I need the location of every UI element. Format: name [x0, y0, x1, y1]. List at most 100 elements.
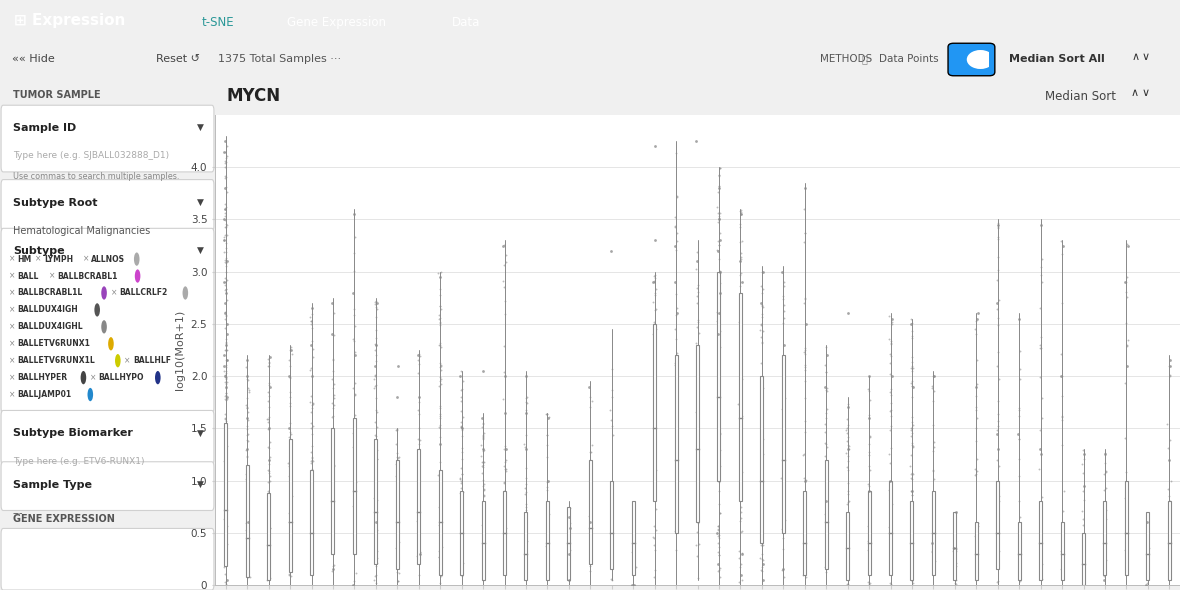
- Point: [260, 378, 278, 388]
- Point: [752, 301, 771, 310]
- Point: [709, 217, 728, 227]
- Point: [496, 441, 514, 450]
- Point: [538, 540, 557, 550]
- Point: [860, 432, 879, 441]
- Point: [732, 209, 750, 219]
- Point: [387, 568, 406, 577]
- Point: [260, 548, 278, 557]
- Point: [345, 384, 363, 393]
- Point: [709, 183, 728, 193]
- Point: [217, 521, 236, 530]
- Point: [1117, 273, 1136, 282]
- Point: [794, 570, 813, 579]
- Point: [880, 450, 899, 459]
- Point: [903, 331, 922, 340]
- Point: [280, 570, 299, 579]
- Point: [323, 366, 342, 376]
- Point: [645, 306, 664, 315]
- Point: [774, 354, 793, 363]
- Point: [346, 410, 365, 419]
- Point: [260, 381, 278, 390]
- Point: [644, 377, 663, 386]
- Point: [258, 488, 277, 497]
- Point: [323, 456, 342, 466]
- Point: [1159, 361, 1178, 371]
- Point: [217, 296, 236, 305]
- Point: [367, 380, 386, 389]
- FancyBboxPatch shape: [1, 529, 214, 590]
- Point: [215, 361, 234, 371]
- Point: [281, 474, 300, 484]
- Point: [730, 440, 749, 449]
- Point: [988, 299, 1007, 308]
- Point: [1159, 443, 1178, 453]
- Point: [216, 280, 235, 289]
- Point: [815, 510, 834, 519]
- Point: [732, 427, 750, 437]
- Point: [345, 453, 363, 463]
- Point: [903, 326, 922, 336]
- Point: [624, 552, 643, 561]
- Point: [323, 530, 342, 540]
- Point: [1010, 406, 1029, 415]
- Point: [754, 267, 773, 276]
- Point: [602, 533, 621, 543]
- Point: [667, 148, 686, 158]
- Point: [388, 534, 407, 543]
- Bar: [675, 355, 677, 533]
- Point: [258, 537, 277, 547]
- Point: [944, 546, 963, 556]
- Point: [260, 392, 278, 401]
- Point: [904, 382, 923, 391]
- Point: [431, 372, 450, 381]
- Point: [902, 486, 920, 496]
- Point: [260, 359, 278, 368]
- Point: [838, 478, 857, 487]
- Point: [453, 443, 472, 453]
- Point: [1074, 553, 1093, 562]
- Point: [795, 427, 814, 437]
- Point: [517, 565, 536, 575]
- Point: [880, 476, 899, 486]
- Point: [754, 449, 773, 458]
- Point: [795, 360, 814, 370]
- Point: [302, 518, 321, 527]
- Point: [238, 493, 257, 503]
- Point: [280, 517, 299, 527]
- Point: [323, 509, 342, 519]
- Point: [860, 481, 879, 491]
- Point: [1138, 517, 1156, 527]
- Point: [687, 408, 706, 417]
- Point: [839, 525, 858, 535]
- Point: [710, 342, 729, 351]
- Point: [730, 492, 749, 502]
- Point: [216, 392, 235, 401]
- Point: [795, 362, 814, 372]
- Point: [258, 396, 277, 405]
- Point: [216, 288, 235, 297]
- Point: [280, 419, 299, 428]
- Point: [516, 431, 535, 440]
- Point: [238, 435, 257, 445]
- Point: [902, 319, 920, 329]
- Point: [236, 362, 255, 372]
- Point: [238, 572, 257, 582]
- Point: [733, 549, 752, 558]
- Point: [367, 296, 386, 306]
- Point: [409, 409, 428, 419]
- Point: [216, 147, 235, 156]
- Point: [216, 159, 235, 168]
- Point: [689, 539, 708, 549]
- Point: [794, 569, 813, 578]
- Point: [990, 295, 1009, 304]
- Point: [710, 163, 729, 173]
- Point: [217, 247, 236, 257]
- Point: [345, 310, 363, 319]
- Point: [301, 312, 320, 322]
- Point: [667, 472, 686, 481]
- Point: [411, 547, 430, 556]
- Point: [517, 474, 536, 483]
- Point: [258, 562, 277, 571]
- Point: [493, 241, 512, 250]
- Point: [752, 319, 771, 329]
